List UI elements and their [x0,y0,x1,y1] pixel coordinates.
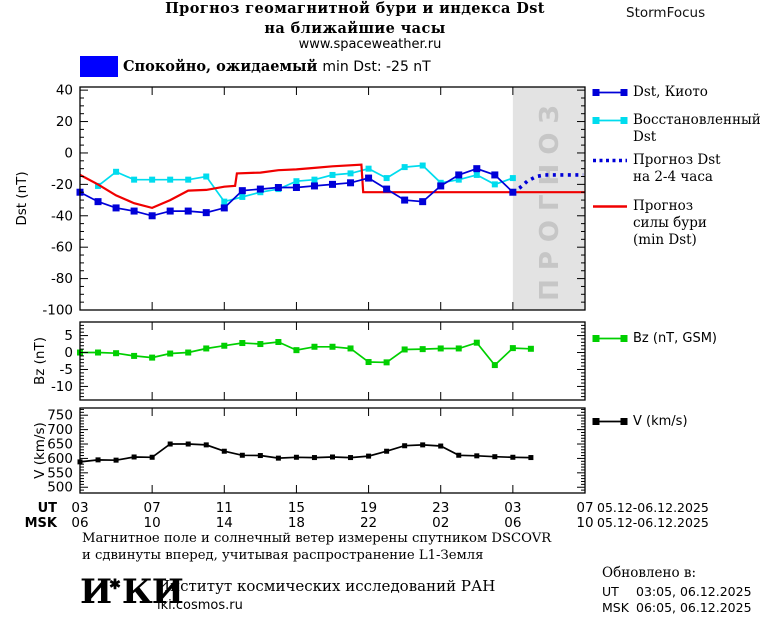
svg-text:MSK: MSK [25,516,58,531]
svg-text:07: 07 [576,500,593,516]
svg-text:5: 5 [64,328,73,344]
updated-msk-line: MSK 06:05, 06.12.2025 [602,600,752,615]
dst-forecast-dotted-swatch-icon [593,158,627,163]
legend-label: V (km/s) [633,414,688,429]
restored-dst-swatch-icon [592,117,628,124]
svg-text:0: 0 [64,145,73,161]
updated-ut-label: UT [602,584,619,599]
svg-text:-60: -60 [51,240,73,256]
svg-text:V (km/s): V (km/s) [32,422,48,479]
legend-item-bz: Bz (nT, GSM) [592,330,717,347]
source-site-label: www.spaceweather.ru [298,37,442,52]
svg-text:05.12-06.12.2025: 05.12-06.12.2025 [597,515,709,530]
legend-item-storm-forecast: Прогноз силы бури (min Dst) [592,198,707,249]
legend-label: Dst [633,129,657,145]
legend-label: Bz (nT, GSM) [633,331,718,346]
svg-text:550: 550 [47,465,73,481]
iki-logo-letters: КИ [121,572,184,612]
svg-text:650: 650 [47,437,73,453]
storm-status-text: Спокойно, ожидаемый min Dst: -25 nT [123,58,431,75]
bz-swatch-icon [592,335,628,342]
svg-text:700: 700 [47,422,73,438]
legend-label: Восстановленный [633,112,760,128]
legend-item-v: V (km/s) [592,413,688,430]
legend-item-restored-dst: Восстановленный Dst [592,112,760,146]
updated-header: Обновлено в: [602,565,697,581]
legend-label: Dst, Киото [633,84,708,100]
legend-label: (min Dst) [633,232,697,248]
legend-item-dst-forecast: Прогноз Dst на 2-4 часа [592,152,721,186]
svg-text:18: 18 [288,515,305,531]
updated-msk-label: MSK [602,600,629,615]
svg-text:750: 750 [47,408,73,424]
svg-text:-20: -20 [51,177,73,193]
dst-kyoto-swatch-icon [592,89,628,96]
svg-text:11: 11 [216,500,233,516]
svg-text:19: 19 [360,500,377,516]
svg-text:Bz (nT): Bz (nT) [32,337,48,385]
svg-text:-80: -80 [51,271,73,287]
institute-site: iki.cosmos.ru [157,598,243,613]
institute-name: Институт космических исследований РАН [157,577,496,595]
svg-text:02: 02 [432,515,449,531]
svg-text:20: 20 [56,114,73,130]
svg-text:UT: UT [38,501,58,516]
storm-status-ru: Спокойно, ожидаемый [123,58,318,75]
svg-text:-10: -10 [51,379,73,395]
svg-text:10: 10 [144,515,161,531]
svg-text:10: 10 [576,515,593,531]
brand-label: StormFocus [626,5,706,21]
updated-ut-line: UT 03:05, 06.12.2025 [602,584,752,599]
svg-text:0: 0 [64,345,73,361]
svg-text:05.12-06.12.2025: 05.12-06.12.2025 [597,500,709,515]
svg-text:07: 07 [144,500,161,516]
storm-forecast-swatch-icon [593,205,627,208]
legend-label: на 2-4 часа [633,169,713,185]
updated-ut-value: 03:05, 06.12.2025 [636,584,752,599]
svg-text:500: 500 [47,480,73,496]
storm-level-swatch [80,56,118,77]
data-source-note-line1: Магнитное поле и солнечный ветер измерен… [82,531,552,546]
legend-label: силы бури [633,215,707,231]
data-source-note-line2: и сдвинуты вперед, учитывая распростране… [82,548,484,563]
svg-text:03: 03 [71,500,88,516]
iki-logo-star-icon: ✱ [109,577,121,593]
svg-text:06: 06 [504,515,521,531]
page-subtitle: на ближайшие часы [264,20,446,37]
svg-text:-5: -5 [60,362,73,378]
iki-logo-letter: И [80,572,112,612]
svg-text:06: 06 [71,515,88,531]
svg-text:40: 40 [56,83,73,99]
svg-text:22: 22 [360,515,377,531]
svg-text:03: 03 [504,500,521,516]
svg-text:14: 14 [216,515,233,531]
svg-text:600: 600 [47,451,73,467]
svg-text:15: 15 [288,500,305,516]
svg-text:23: 23 [432,500,449,516]
svg-text:ПРОГНОЗ: ПРОГНОЗ [535,96,565,301]
page-title: Прогноз геомагнитной бури и индекса Dst [165,0,545,17]
legend-label: Прогноз Dst [633,152,721,168]
iki-logo: И✱КИ [80,572,184,612]
svg-text:-100: -100 [42,303,73,319]
svg-text:Dst (nT): Dst (nT) [14,171,30,225]
legend-item-dst-kyoto: Dst, Киото [592,84,708,101]
svg-text:-40: -40 [51,208,73,224]
legend-label: Прогноз [633,198,694,214]
v-swatch-icon [592,418,628,425]
storm-status-min-dst: min Dst: -25 nT [322,59,431,75]
updated-msk-value: 06:05, 06.12.2025 [636,600,752,615]
